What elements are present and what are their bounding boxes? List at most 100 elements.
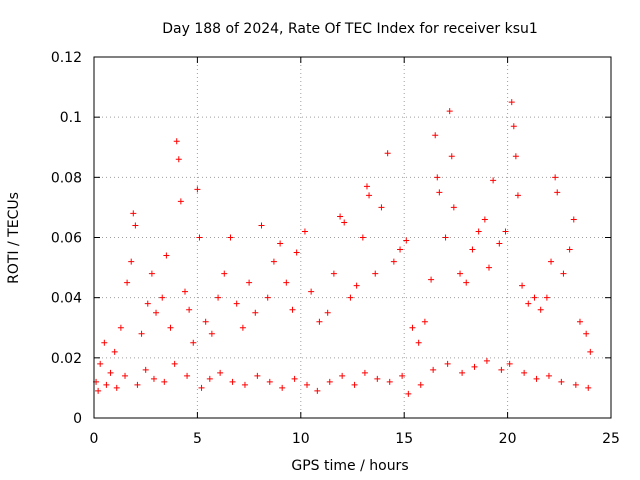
data-point: [304, 381, 311, 388]
data-point: [512, 153, 519, 160]
data-point: [543, 294, 550, 301]
data-point: [221, 270, 228, 277]
data-point: [279, 384, 286, 391]
data-point: [144, 300, 151, 307]
data-point: [519, 282, 526, 289]
data-point: [181, 288, 188, 295]
data-point: [142, 366, 149, 373]
data-point: [264, 294, 271, 301]
data-point: [229, 378, 236, 385]
data-point: [266, 378, 273, 385]
data-point: [502, 228, 509, 235]
data-point: [397, 246, 404, 253]
data-point: [545, 372, 552, 379]
data-point: [103, 381, 110, 388]
data-point: [403, 237, 410, 244]
data-point: [533, 375, 540, 382]
data-point: [289, 306, 296, 313]
data-point: [128, 258, 135, 265]
data-point: [217, 369, 224, 376]
data-point: [124, 279, 131, 286]
data-point: [111, 348, 118, 355]
data-point: [572, 381, 579, 388]
data-point: [167, 324, 174, 331]
data-point: [490, 177, 497, 184]
data-point: [233, 300, 240, 307]
data-point: [177, 198, 184, 205]
data-point: [215, 294, 222, 301]
data-point: [161, 378, 168, 385]
data-point: [436, 189, 443, 196]
data-point: [97, 360, 104, 367]
data-point: [444, 360, 451, 367]
x-tick-label: 20: [499, 431, 517, 447]
data-point: [399, 372, 406, 379]
data-point: [576, 318, 583, 325]
data-point: [496, 240, 503, 247]
data-point: [347, 294, 354, 301]
data-point: [554, 189, 561, 196]
data-point: [184, 372, 191, 379]
plot-frame: [93, 56, 612, 419]
data-point: [405, 390, 412, 397]
data-point: [390, 258, 397, 265]
data-point: [198, 384, 205, 391]
data-point: [548, 258, 555, 265]
data-point: [537, 306, 544, 313]
data-point: [277, 240, 284, 247]
data-point: [463, 279, 470, 286]
x-tick-label: 5: [193, 431, 202, 447]
data-point: [521, 369, 528, 376]
data-point: [363, 183, 370, 190]
chart-title: Day 188 of 2024, Rate Of TEC Index for r…: [162, 21, 538, 37]
data-point: [171, 360, 178, 367]
data-point: [471, 363, 478, 370]
data-point: [241, 381, 248, 388]
data-point: [384, 150, 391, 157]
data-point: [138, 330, 145, 337]
data-point: [583, 330, 590, 337]
data-point: [446, 108, 453, 115]
data-point: [366, 192, 373, 199]
data-point: [293, 249, 300, 256]
data-point: [196, 234, 203, 241]
data-point: [330, 270, 337, 277]
y-axis-label: ROTI / TECUs: [6, 192, 22, 284]
x-axis-label: GPS time / hours: [291, 458, 408, 474]
data-point: [173, 138, 180, 145]
data-point: [314, 387, 321, 394]
data-point: [560, 270, 567, 277]
data-point: [428, 276, 435, 283]
data-point: [153, 309, 160, 316]
y-tick-label: 0.08: [51, 170, 82, 186]
data-point: [450, 204, 457, 211]
data-point: [442, 234, 449, 241]
data-point: [252, 309, 259, 316]
data-point: [361, 369, 368, 376]
data-point: [378, 204, 385, 211]
data-point: [122, 372, 129, 379]
data-point: [552, 174, 559, 181]
data-point: [585, 384, 592, 391]
data-point: [254, 372, 261, 379]
data-point: [448, 153, 455, 160]
data-point: [206, 375, 213, 382]
data-point: [434, 174, 441, 181]
x-tick-label: 0: [90, 431, 99, 447]
data-point: [459, 369, 466, 376]
data-point: [326, 378, 333, 385]
data-point: [531, 294, 538, 301]
data-point: [510, 123, 517, 130]
data-point: [163, 252, 170, 259]
data-point: [339, 372, 346, 379]
data-point: [506, 360, 513, 367]
data-point: [457, 270, 464, 277]
data-point: [483, 357, 490, 364]
data-point: [372, 270, 379, 277]
data-point: [570, 216, 577, 223]
data-point: [337, 213, 344, 220]
data-point: [525, 300, 532, 307]
data-point: [95, 387, 102, 394]
data-point: [283, 279, 290, 286]
data-point: [421, 318, 428, 325]
